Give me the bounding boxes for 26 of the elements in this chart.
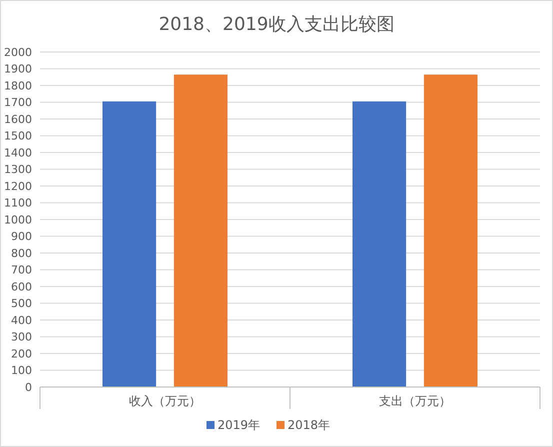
y-tick-label: 700 [11,264,32,277]
y-tick-label: 1100 [4,196,32,210]
legend-label: 2019年 [218,418,260,432]
y-tick-label: 1300 [4,163,32,176]
y-tick-label: 1400 [4,146,32,160]
y-tick-label: 600 [11,280,32,294]
y-tick-label: 1600 [4,112,32,126]
y-tick-label: 2000 [4,46,32,59]
y-tick-label: 1500 [4,130,32,143]
y-tick-label: 1700 [4,96,32,110]
x-tick-label: 收入（万元） [129,394,201,408]
chart-title: 2018、2019收入支出比较图 [158,14,394,35]
y-tick-label: 1900 [4,62,32,76]
y-tick-label: 1800 [4,79,32,92]
y-tick-label: 500 [11,297,32,310]
y-tick-label: 900 [11,230,32,244]
x-tick-label: 支出（万元） [379,394,451,408]
y-tick-label: 200 [11,347,32,360]
y-tick-label: 300 [11,330,32,344]
y-tick-label: 400 [11,314,32,327]
y-tick-label: 1200 [4,180,32,193]
y-tick-label: 1000 [4,213,32,226]
y-tick-label: 800 [11,246,32,260]
y-tick-label: 0 [25,380,32,394]
y-tick-label: 100 [11,364,32,378]
legend-label: 2018年 [288,418,330,432]
